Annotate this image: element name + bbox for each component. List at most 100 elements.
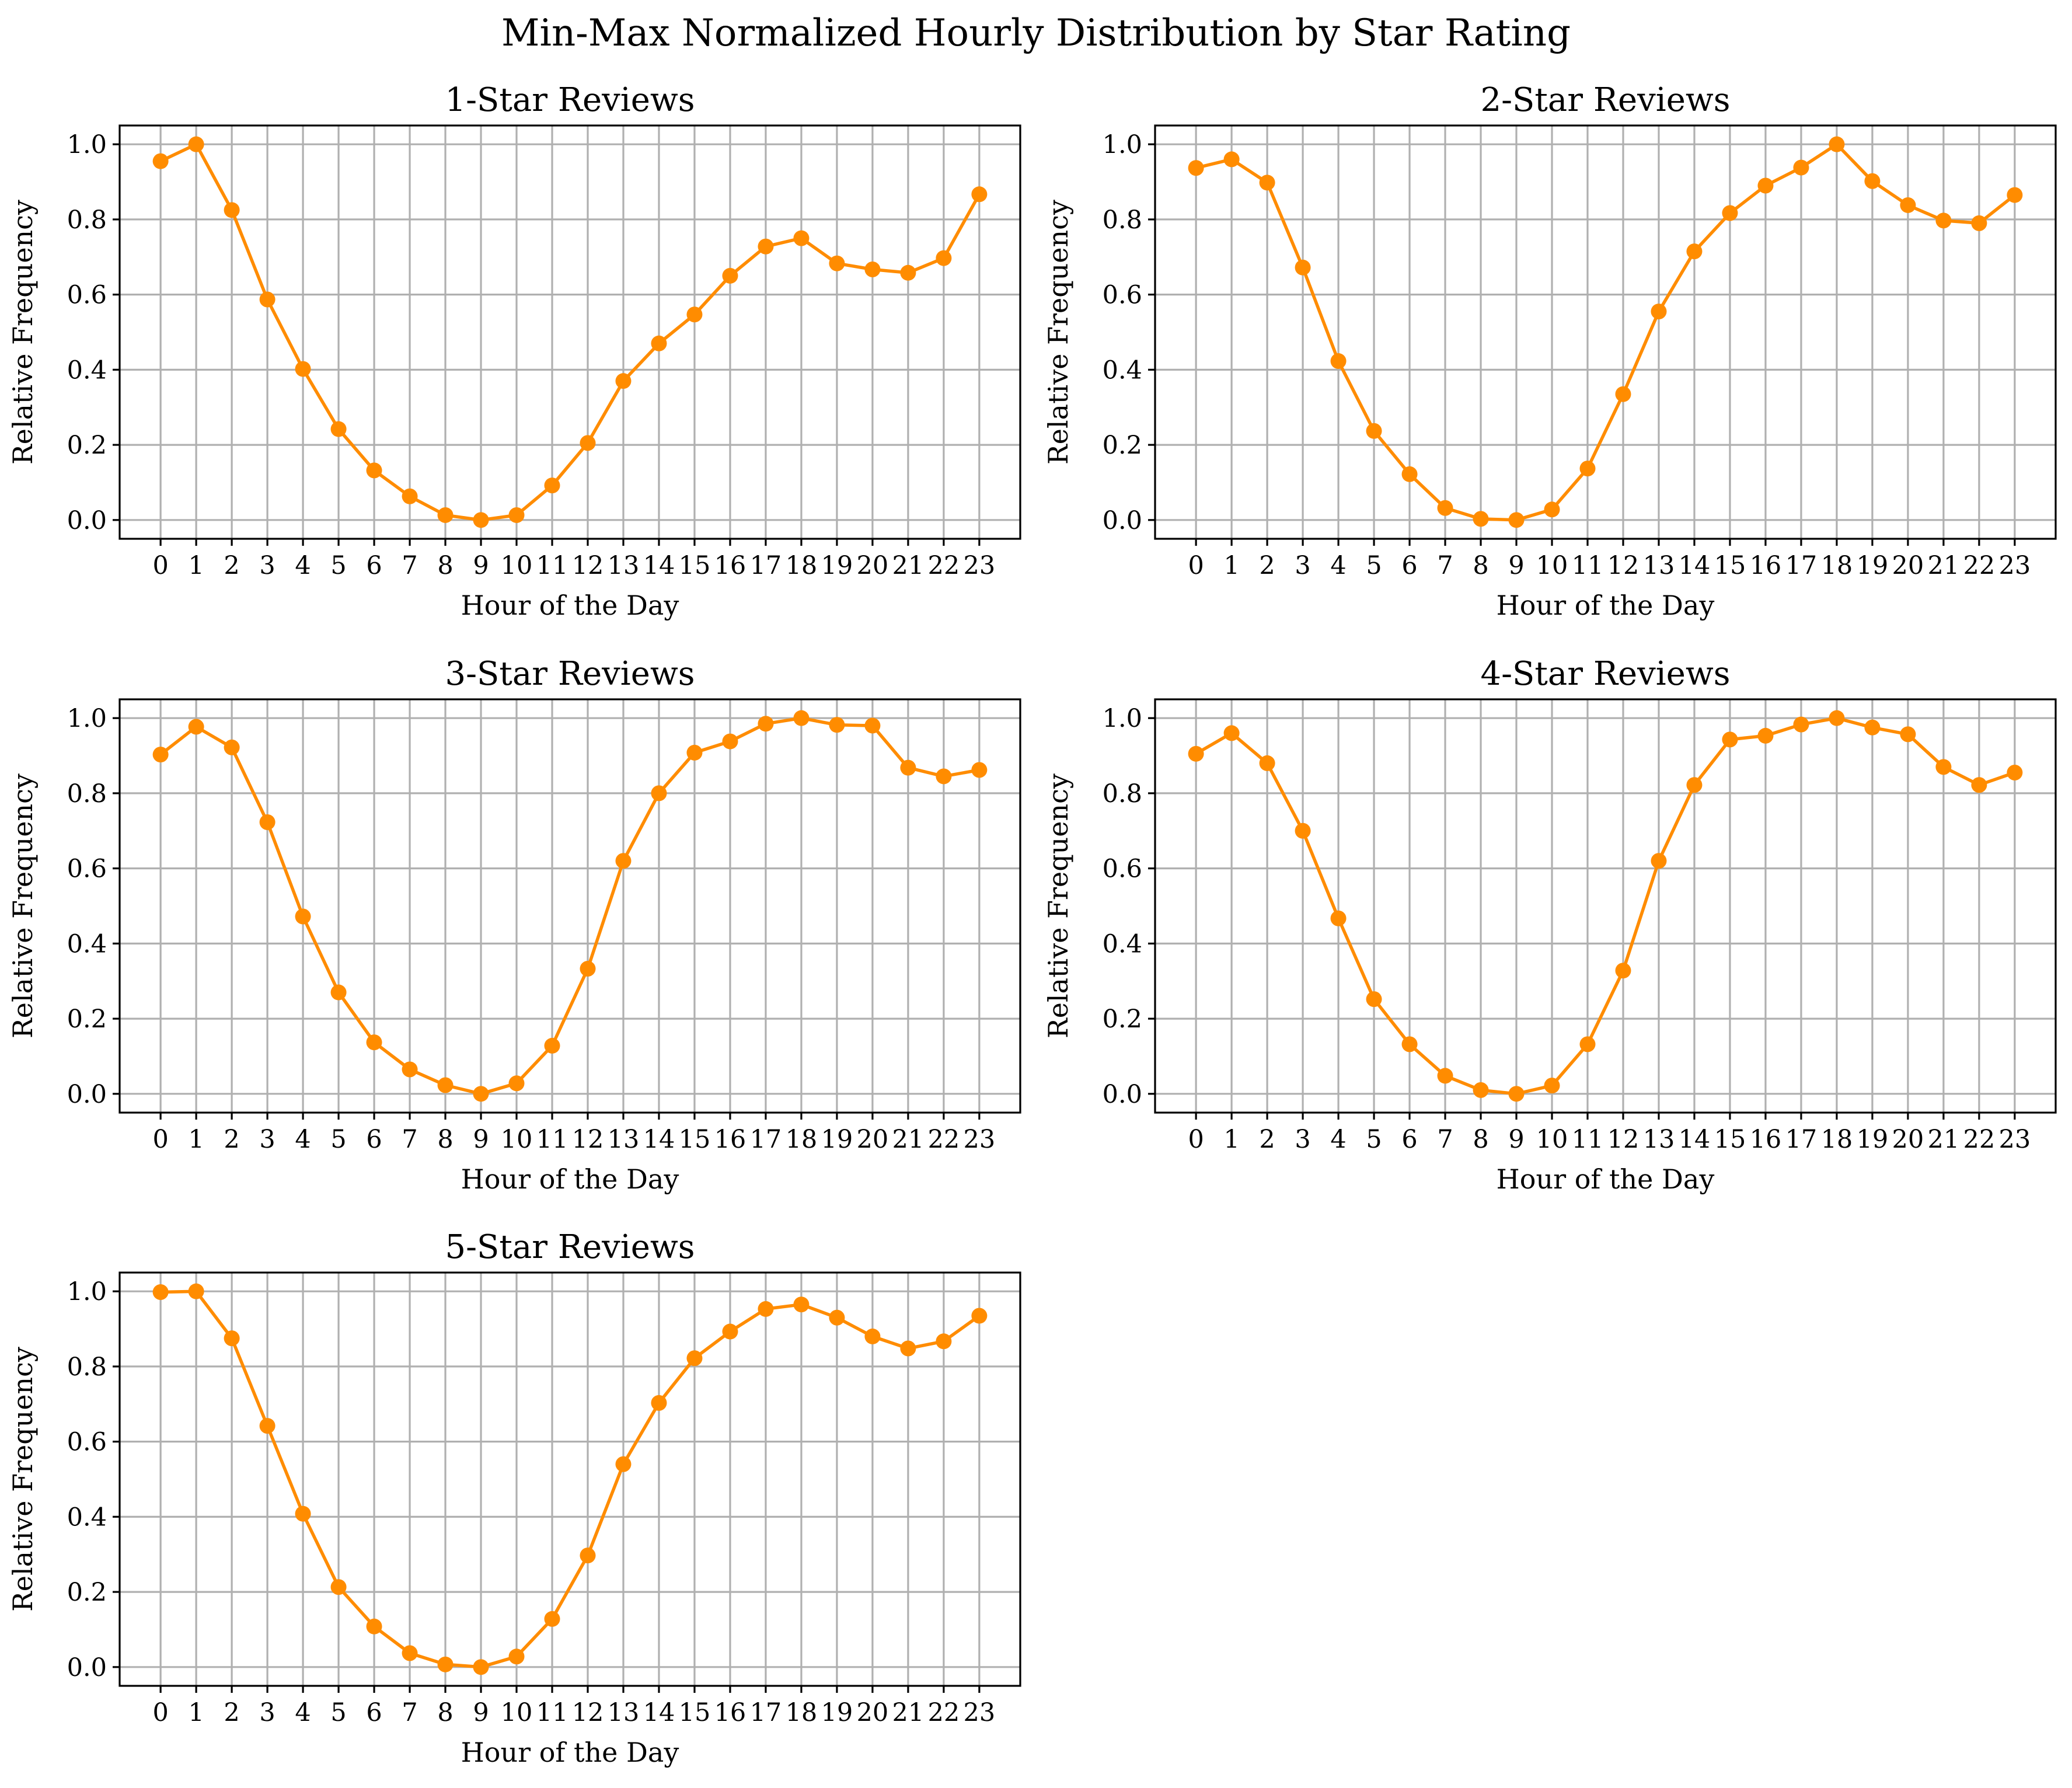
x-tick-label: 12 [1607, 1125, 1640, 1154]
x-tick-label: 12 [572, 551, 604, 580]
subplot-1: 0 1 2 3 4 5 6 7 8 9 10 11 12 13 14 15 16 17 18 19 20 21 22 230.… [7, 81, 1021, 621]
data-point [900, 1340, 916, 1357]
x-tick-label: 4 [295, 1125, 311, 1154]
data-point [1793, 159, 1809, 176]
data-point [793, 1296, 810, 1313]
x-tick-label: 2 [1259, 1125, 1275, 1154]
x-tick-label: 9 [473, 1125, 489, 1154]
x-tick-label: 22 [928, 1125, 960, 1154]
data-point [437, 507, 454, 523]
x-tick-label: 23 [1999, 551, 2031, 580]
data-point [1935, 212, 1952, 229]
x-axis-label: Hour of the Day [461, 1737, 679, 1768]
y-tick-label: 0.2 [67, 1578, 107, 1607]
data-point [1401, 466, 1418, 482]
x-tick-label: 3 [259, 1698, 275, 1727]
x-tick-label: 18 [1821, 1125, 1853, 1154]
x-tick-label: 16 [1750, 1125, 1782, 1154]
x-tick-label: 4 [295, 1698, 311, 1727]
y-tick-label: 0.4 [67, 1503, 107, 1532]
data-point [152, 1284, 169, 1300]
x-tick-label: 14 [1679, 1125, 1711, 1154]
x-tick-label: 3 [259, 551, 275, 580]
subplot-title: 2-Star Reviews [1480, 81, 1730, 119]
data-point [1864, 173, 1881, 189]
data-point [1223, 151, 1240, 168]
y-tick-label: 0.0 [1103, 506, 1142, 535]
data-point [259, 814, 275, 830]
x-tick-label: 14 [1679, 551, 1711, 580]
data-point [402, 1645, 418, 1661]
x-tick-label: 0 [152, 551, 168, 580]
x-tick-label: 0 [152, 1125, 168, 1154]
data-point [437, 1656, 454, 1672]
x-tick-label: 23 [1999, 1125, 2031, 1154]
data-point [936, 768, 952, 785]
data-point [1686, 777, 1703, 793]
x-tick-label: 20 [857, 1698, 889, 1727]
x-tick-label: 9 [1508, 1125, 1524, 1154]
y-tick-label: 0.2 [1103, 1005, 1142, 1034]
x-tick-label: 7 [1437, 1125, 1453, 1154]
data-point [330, 984, 347, 1001]
data-point [1188, 160, 1204, 176]
data-point [188, 1283, 204, 1299]
data-point [224, 1330, 240, 1347]
x-tick-label: 1 [188, 1698, 204, 1727]
x-tick-label: 7 [1437, 551, 1453, 580]
x-tick-label: 13 [1643, 551, 1675, 580]
x-tick-label: 16 [714, 1698, 747, 1727]
x-tick-label: 4 [1330, 551, 1346, 580]
x-tick-label: 14 [643, 551, 675, 580]
x-tick-label: 20 [857, 1125, 889, 1154]
x-tick-label: 7 [402, 1698, 417, 1727]
x-tick-label: 17 [750, 1125, 782, 1154]
data-point [971, 186, 988, 203]
y-tick-label: 0.2 [67, 1005, 107, 1034]
x-tick-label: 14 [643, 1125, 675, 1154]
x-tick-label: 13 [1643, 1125, 1675, 1154]
data-point [580, 960, 596, 977]
x-tick-label: 6 [366, 1698, 382, 1727]
x-tick-label: 9 [473, 551, 489, 580]
x-tick-label: 6 [366, 551, 382, 580]
data-point [936, 250, 952, 266]
x-tick-label: 5 [1366, 551, 1382, 580]
x-tick-label: 13 [608, 551, 640, 580]
x-tick-label: 15 [1714, 551, 1746, 580]
x-tick-label: 5 [1366, 1125, 1382, 1154]
data-point [758, 716, 774, 732]
x-tick-label: 19 [821, 1698, 853, 1727]
x-tick-label: 0 [1188, 551, 1204, 580]
x-tick-label: 19 [821, 551, 853, 580]
data-point [366, 1618, 382, 1634]
data-point [1401, 1036, 1418, 1052]
y-tick-label: 0.0 [67, 1080, 107, 1109]
x-tick-label: 10 [1536, 1125, 1568, 1154]
data-point [1366, 991, 1382, 1008]
x-tick-label: 13 [608, 1125, 640, 1154]
data-point [259, 291, 275, 308]
data-point [686, 1350, 703, 1367]
axes-frame [118, 698, 1021, 1114]
data-point [686, 744, 703, 761]
y-axis-label: Relative Frequency [7, 773, 39, 1038]
y-tick-label: 0.8 [67, 1353, 107, 1382]
data-point [1473, 1082, 1489, 1098]
data-point [544, 1037, 560, 1054]
data-point [758, 238, 774, 255]
x-tick-label: 12 [572, 1125, 604, 1154]
x-axis-label: Hour of the Day [1497, 590, 1715, 621]
data-point [2007, 187, 2023, 203]
data-point [1508, 1086, 1525, 1102]
x-tick-label: 2 [1259, 551, 1275, 580]
x-tick-label: 6 [1401, 1125, 1417, 1154]
y-axis-label: Relative Frequency [7, 200, 39, 465]
y-tick-label: 1.0 [67, 704, 107, 733]
data-point [651, 785, 667, 801]
data-point [1330, 910, 1347, 926]
data-point [152, 747, 169, 763]
subplot-title: 4-Star Reviews [1480, 655, 1730, 693]
y-tick-label: 0.2 [67, 431, 107, 460]
y-tick-label: 0.0 [67, 506, 107, 535]
